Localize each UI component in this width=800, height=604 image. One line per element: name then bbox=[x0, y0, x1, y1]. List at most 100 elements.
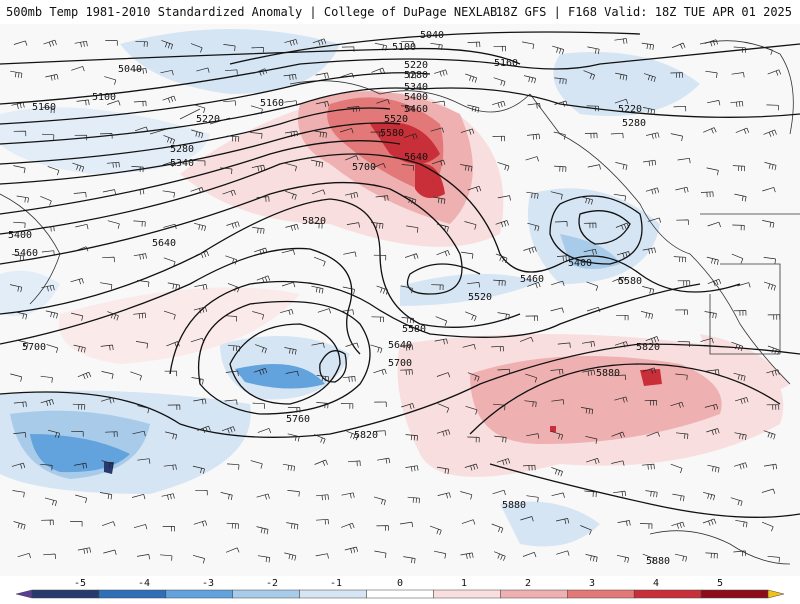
colorbar-tick: 2 bbox=[525, 578, 531, 589]
wind-barb bbox=[525, 315, 539, 321]
wind-barb bbox=[673, 256, 687, 263]
wind-barb bbox=[281, 249, 295, 255]
wind-barb bbox=[341, 46, 355, 52]
colorbar-swatch bbox=[633, 589, 702, 599]
wind-barb bbox=[284, 190, 297, 200]
wind-barb bbox=[164, 370, 178, 377]
wind-barb bbox=[550, 307, 564, 313]
wind-barb bbox=[647, 217, 662, 223]
wind-barb bbox=[252, 402, 266, 409]
wind-barb bbox=[676, 219, 689, 225]
wind-barb bbox=[221, 426, 236, 434]
wind-barb bbox=[313, 256, 326, 267]
wind-barb bbox=[767, 345, 780, 355]
wind-barb bbox=[193, 398, 207, 405]
colorbar-tick: 0 bbox=[397, 578, 403, 589]
wind-barb bbox=[136, 554, 151, 560]
wind-barb bbox=[163, 257, 176, 267]
contour-label: 5880 bbox=[646, 556, 670, 567]
wind-barb bbox=[583, 70, 596, 80]
wind-barb bbox=[612, 276, 626, 285]
contour-label: 5580 bbox=[402, 324, 426, 335]
wind-barb bbox=[641, 463, 655, 470]
colorbar-swatch bbox=[567, 589, 635, 599]
wind-barb bbox=[527, 222, 540, 232]
wind-barb bbox=[672, 493, 685, 502]
wind-barb bbox=[71, 431, 84, 437]
wind-barb bbox=[133, 100, 147, 107]
wind-barb bbox=[43, 553, 56, 560]
wind-barb bbox=[74, 134, 88, 141]
wind-barb bbox=[401, 403, 415, 410]
wind-barb bbox=[310, 222, 323, 229]
wind-barb bbox=[405, 465, 419, 472]
wind-barb bbox=[673, 105, 687, 112]
wind-barb bbox=[47, 429, 60, 439]
wind-barb bbox=[491, 523, 504, 534]
wind-barb bbox=[642, 553, 655, 564]
wind-barb bbox=[344, 546, 359, 554]
wind-barb bbox=[436, 372, 451, 378]
contour-label: 5460 bbox=[520, 274, 544, 285]
colorbar: -5 -4 -3 -2 -1 0 1 2 3 4 5 bbox=[0, 576, 800, 600]
wind-barb bbox=[461, 519, 476, 525]
wind-barb bbox=[162, 160, 177, 168]
wind-barb bbox=[645, 336, 660, 344]
wind-barb bbox=[493, 45, 507, 52]
wind-barb bbox=[677, 340, 691, 347]
wind-barb bbox=[133, 220, 146, 227]
wind-barb bbox=[730, 497, 743, 507]
wind-barb bbox=[340, 72, 354, 78]
wind-barb bbox=[763, 129, 777, 137]
wind-barb bbox=[550, 191, 563, 200]
wind-barb bbox=[734, 397, 749, 404]
wind-barb bbox=[464, 463, 479, 471]
wind-barb bbox=[315, 72, 329, 79]
wind-barb bbox=[347, 460, 361, 467]
wind-barb bbox=[250, 132, 263, 139]
wind-barb bbox=[257, 555, 271, 563]
wind-barb bbox=[734, 432, 747, 440]
contour-label: 5160 bbox=[260, 98, 284, 109]
contour-label: 5100 bbox=[92, 92, 116, 103]
wind-barb bbox=[41, 519, 54, 526]
wind-barb bbox=[611, 431, 625, 438]
wind-barb bbox=[195, 489, 208, 496]
wind-barb bbox=[342, 286, 355, 295]
coastlines bbox=[0, 40, 800, 565]
wind-barb bbox=[522, 464, 536, 471]
colorbar-svg: -5 -4 -3 -2 -1 0 1 2 3 4 5 bbox=[15, 578, 785, 599]
wind-barb bbox=[494, 435, 507, 443]
contour-label: 5580 bbox=[380, 128, 404, 139]
wind-barb bbox=[645, 490, 658, 498]
wind-barb bbox=[373, 496, 386, 506]
wind-barb bbox=[552, 45, 565, 55]
wind-barb bbox=[256, 275, 271, 283]
wind-barb bbox=[341, 492, 355, 499]
wind-barb bbox=[284, 347, 297, 355]
wind-barb bbox=[131, 188, 145, 195]
wind-barb bbox=[404, 133, 418, 140]
wind-barb bbox=[99, 492, 113, 500]
wind-barb bbox=[431, 284, 444, 291]
wind-barb bbox=[132, 430, 146, 437]
wind-barb bbox=[40, 375, 53, 383]
contour-label: 5580 bbox=[618, 276, 642, 287]
wind-barb bbox=[493, 279, 506, 286]
wind-barb bbox=[370, 131, 383, 137]
wind-barb bbox=[497, 195, 511, 201]
wind-barb bbox=[225, 370, 239, 376]
wind-barb bbox=[762, 220, 775, 228]
wind-barb bbox=[132, 493, 146, 500]
wind-barb bbox=[675, 309, 688, 315]
wind-barb bbox=[13, 130, 27, 137]
colorbar-tick: -2 bbox=[266, 578, 278, 589]
wind-barb bbox=[219, 167, 233, 175]
wind-barb bbox=[400, 285, 413, 294]
wind-barb bbox=[401, 105, 414, 112]
wind-barb bbox=[376, 285, 389, 295]
wind-barb bbox=[766, 369, 780, 377]
wind-barb bbox=[373, 368, 387, 375]
wind-barb bbox=[494, 551, 506, 561]
wind-barb bbox=[429, 525, 442, 536]
